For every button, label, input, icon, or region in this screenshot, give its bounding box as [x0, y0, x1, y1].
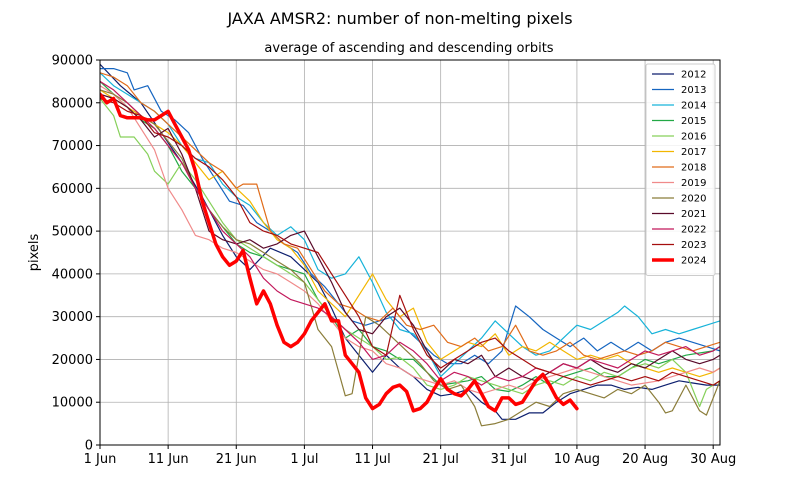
series-line-2012: [100, 63, 720, 420]
plot-frame: [99, 59, 721, 446]
chart-title: JAXA AMSR2: number of non-melting pixels: [226, 9, 572, 28]
series-line-2021: [100, 93, 720, 382]
tick-layer: 0 10000 20000 30000 40000 50000 60000 70000 8000…: [52, 54, 737, 468]
legend-label-2021: 2021: [681, 209, 706, 220]
x-tick-label: 21 Jun: [216, 452, 257, 467]
series-line-2019: [100, 85, 720, 395]
series-line-2023: [100, 97, 720, 386]
y-tick-label: 10000: [52, 396, 93, 411]
x-tick-label: 21 Jul: [422, 452, 458, 467]
legend-label-2018: 2018: [681, 163, 706, 174]
legend-label-2013: 2013: [681, 85, 706, 96]
y-tick-label: 50000: [52, 225, 93, 240]
legend-label-2019: 2019: [681, 178, 706, 189]
legend-label-2020: 2020: [681, 194, 706, 205]
legend-label-2022: 2022: [681, 225, 706, 236]
y-tick-label: 0: [85, 439, 93, 454]
legend-label-2014: 2014: [681, 101, 706, 112]
x-tick-label: 1 Jul: [290, 452, 318, 467]
x-tick-label: 1 Jun: [84, 452, 117, 467]
x-tick-label: 20 Aug: [622, 452, 668, 467]
series-line-2024: [100, 92, 579, 413]
legend: 2012 2013 2014 2015 2016 2017 2018 2019 2020 2021…: [645, 63, 716, 276]
y-tick-label: 40000: [52, 267, 93, 282]
grid: [99, 59, 720, 446]
legend-label-2016: 2016: [681, 132, 706, 143]
x-tick-label: 11 Jul: [354, 452, 390, 467]
series-layer: [100, 63, 720, 427]
x-tick-label: 10 Aug: [554, 452, 600, 467]
series-line-2014: [100, 72, 720, 378]
x-tick-label: 31 Jul: [491, 452, 527, 467]
x-tick-label: 11 Jun: [148, 452, 189, 467]
y-tick-label: 60000: [52, 182, 93, 197]
legend-box: [645, 63, 716, 276]
series-line-2018: [100, 72, 720, 360]
legend-label-2024: 2024: [681, 256, 706, 267]
series-line-2022: [100, 80, 720, 386]
series-line-2016: [100, 97, 720, 408]
legend-label-2015: 2015: [681, 116, 706, 127]
chart-subtitle: average of ascending and descending orbi…: [264, 41, 553, 56]
x-tick-label: 30 Aug: [690, 452, 736, 467]
y-tick-label: 20000: [52, 353, 93, 368]
legend-label-2023: 2023: [681, 240, 706, 251]
y-tick-label: 80000: [52, 96, 93, 111]
legend-label-2012: 2012: [681, 70, 706, 81]
series-line-2013: [100, 68, 720, 365]
series-line-2017: [100, 89, 720, 378]
legend-label-2017: 2017: [681, 147, 706, 158]
y-tick-label: 90000: [52, 54, 93, 69]
y-tick-label: 30000: [52, 310, 93, 325]
y-tick-label: 70000: [52, 139, 93, 154]
y-axis-label: pixels: [27, 234, 42, 272]
series-line-2015: [100, 80, 720, 393]
